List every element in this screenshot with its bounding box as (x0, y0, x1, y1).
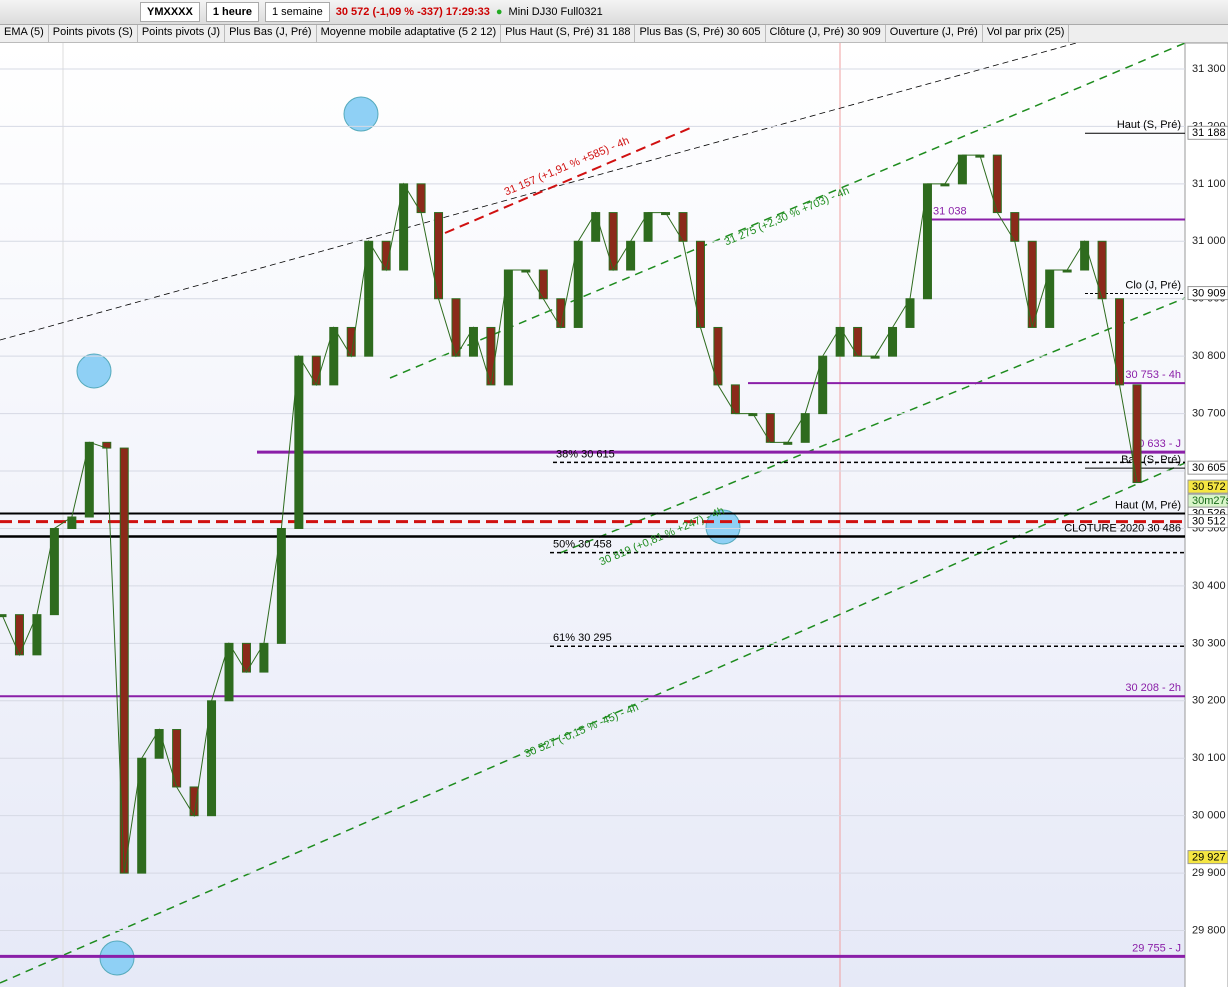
price-tag-label: 30 512 (1192, 516, 1226, 528)
range[interactable]: 1 semaine (265, 2, 330, 22)
interval[interactable]: 1 heure (205, 2, 259, 22)
y-tick-label: 29 800 (1192, 924, 1226, 936)
indicator-tab[interactable]: Plus Haut (S, Pré) 31 188 (501, 25, 636, 42)
quote: 30 572 (-1,09 % -337) 17:29:33 (335, 6, 490, 18)
level-label: 29 755 - J (1132, 942, 1181, 954)
y-tick-label: 31 100 (1192, 178, 1226, 190)
status-dot: ● (495, 6, 503, 18)
price-line (1, 154, 1138, 874)
indicator-tab[interactable]: Points pivots (J) (138, 25, 226, 42)
symbol[interactable]: YMXXXX (140, 2, 200, 22)
y-tick-label: 30 200 (1192, 695, 1226, 707)
y-tick-label: 30 800 (1192, 350, 1226, 362)
level-label: 31 038 (933, 205, 967, 217)
trend-label: 31 157 (+1,91 % +585) - 4h (503, 135, 632, 199)
level-label: 50% 30 458 (553, 539, 612, 551)
level-label: 61% 30 295 (553, 632, 612, 644)
trend-label: 30 527 (-0,15 % -45) - 4h (523, 701, 641, 760)
y-tick-label: 31 000 (1192, 235, 1226, 247)
level-label: 30 753 - 4h (1125, 369, 1181, 381)
price-tag-label: 31 188 (1192, 127, 1226, 139)
price-tag (1187, 286, 1228, 301)
indicator-tab[interactable]: Points pivots (S) (49, 25, 138, 42)
level-label: 38% 30 615 (556, 448, 615, 460)
trend-line (389, 43, 1186, 379)
indicator-tab[interactable]: Plus Bas (S, Pré) 30 605 (635, 25, 766, 42)
y-tick-label: 31 300 (1192, 63, 1226, 75)
trend-line (559, 297, 1186, 554)
y-tick-label: 29 900 (1192, 867, 1226, 879)
countdown-box (1187, 493, 1228, 508)
instrument: Mini DJ30 Full0321 (508, 6, 603, 18)
indicator-tab[interactable]: Clôture (J, Pré) 30 909 (766, 25, 886, 42)
trend-line (444, 125, 696, 234)
indicator-tab[interactable]: Moyenne mobile adaptative (5 2 12) (317, 25, 502, 42)
level-label: Haut (M, Pré) (1115, 499, 1181, 511)
level-label: 30 633 - J (1132, 438, 1181, 450)
level-label: CLOTURE 2020 30 486 (1064, 522, 1181, 534)
price-tag-label: 30 572 (1192, 481, 1226, 493)
indicator-tab[interactable]: Ouverture (J, Pré) (886, 25, 983, 42)
level-label: Haut (S, Pré) (1117, 119, 1181, 131)
price-tag (1187, 514, 1228, 529)
price-tag-label: 30 605 (1192, 462, 1226, 474)
level-label: Bas (S, Pré) (1121, 454, 1181, 466)
trend-line (0, 462, 1186, 984)
y-tick-label: 30 300 (1192, 637, 1226, 649)
price-tag-label: 29 927 (1192, 852, 1226, 864)
y-tick-label: 30 700 (1192, 408, 1226, 420)
y-tick-label: 30 400 (1192, 580, 1226, 592)
countdown: 30m27s (1192, 495, 1228, 507)
marker-circle (343, 96, 379, 132)
toolbar: YMXXXX 1 heure 1 semaine 30 572 (-1,09 %… (0, 0, 1228, 25)
indicator-tab[interactable]: EMA (5) (0, 25, 49, 42)
indicator-tab[interactable]: Plus Bas (J, Pré) (225, 25, 317, 42)
marker-circle (76, 353, 112, 389)
marker-circle (99, 940, 135, 976)
price-tag (1187, 479, 1228, 494)
indicator-bar: EMA (5) Points pivots (S) Points pivots (J… (0, 25, 1228, 43)
price-tag (1187, 850, 1228, 865)
y-tick-label: 30 100 (1192, 752, 1226, 764)
trend-line (0, 43, 1078, 341)
level-label: 30 208 - 2h (1125, 682, 1181, 694)
price-tag-label: 30 909 (1192, 287, 1226, 299)
indicator-tab[interactable]: Vol par prix (25) (983, 25, 1070, 42)
level-label: Clo (J, Pré) (1125, 279, 1181, 291)
trend-label: 31 275 (+2,30 % +703) - 4h (723, 185, 852, 249)
price-tag (1187, 460, 1228, 475)
price-tag (1187, 125, 1228, 140)
y-tick-label: 30 000 (1192, 810, 1226, 822)
